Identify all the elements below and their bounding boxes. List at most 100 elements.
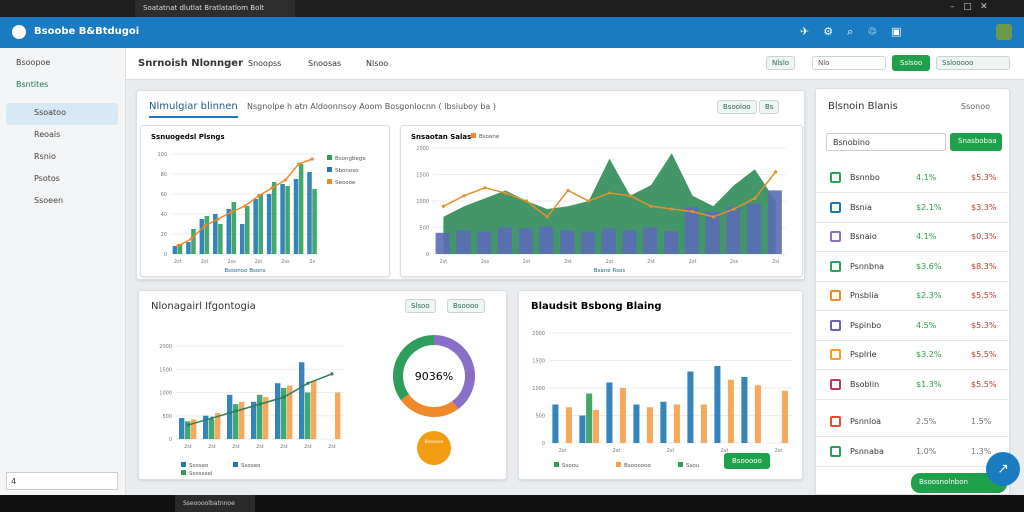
logo [12,25,26,39]
line-point [297,162,301,166]
button[interactable]: Bsoosnolnbon [911,473,1007,493]
dropdown[interactable]: Snoopss [248,59,282,68]
line-point [216,217,220,221]
x-tick-label: 2st [328,444,336,450]
avatar[interactable] [996,24,1012,40]
bar [204,216,210,254]
legend-swatch [616,462,621,467]
nav-item[interactable]: Rsnio [34,152,56,161]
select[interactable]: Nlo [812,56,886,70]
tab[interactable]: Soatatnat dlutlat Bratlatatlom Bolt [135,0,295,17]
y-tick-label: 500 [535,414,545,420]
button[interactable]: Sslooooo [936,56,1010,70]
panel-button[interactable]: Ssonoo [961,102,990,111]
list-row[interactable]: Pspinbo 4.5% $5.3% [816,311,1011,341]
bar [311,380,317,439]
line-point [310,157,314,161]
x-tick-label: 2st [304,444,312,450]
list-row[interactable]: Psplrle $3.2% $5.5% [816,340,1011,370]
bar [664,231,679,254]
button[interactable]: Snasbobaa [950,133,1002,151]
search-input[interactable]: Bsnobino [826,133,946,151]
legend-swatch [233,462,238,467]
list-row[interactable]: Bsnia $2.1% $3.3% [816,193,1011,223]
line-point [462,194,466,198]
chart-title: Blaudsit Bsbong Blaing [531,301,662,312]
row-icon [830,260,841,272]
legend-label: Seoooe [335,180,356,186]
dropdown[interactable]: Nlsoo [366,59,389,68]
legend-label: Ssoou [562,463,579,469]
bar [231,202,237,254]
bar [251,401,257,439]
button[interactable]: Nlslo [766,56,796,70]
row-name: Psnnbna [850,261,885,271]
legend-label: Bsoane [479,134,500,140]
tab[interactable]: Nlmulgiar blinnen [149,101,238,118]
bar [622,230,637,254]
row-change: 2.5% [916,417,937,426]
x-tick-label: 2st [440,259,448,265]
taskbar-app[interactable]: Sseoooolbatnnoe [175,495,255,512]
bar [643,227,658,254]
chart-card: Snsaotan Salas 0 500 1000 1500 2000 2st 2ss 2st 2… [400,125,803,277]
bar [552,404,559,443]
fab[interactable]: ↗ [986,452,1020,486]
nav-item[interactable]: Reoais [34,130,61,139]
row-change: 1.0% [916,446,937,456]
nav-item[interactable]: Ssoeen [34,196,64,205]
bar [660,401,667,443]
line-point [483,186,487,190]
line-point [524,199,529,203]
bar [179,418,185,439]
list-row[interactable]: Psnnbna $3.6% $8.3% [816,252,1011,282]
button[interactable]: Bsooloo [717,100,757,114]
list-row[interactable]: Bsnaio 4.1% $0.3% [816,222,1011,252]
line-point [270,186,274,190]
row-value: $8.3% [971,261,997,271]
nav-item[interactable]: Bsoopoe [16,58,51,67]
line-point [210,416,214,420]
list-row[interactable]: Pnsblia $2.3% $5.5% [816,281,1011,311]
subtitle: Nsgnolpe h atn Aldoonnsoy Aoom Bosgonloc… [247,102,496,111]
taskbar: Sseoooolbatnnoe [0,495,1024,512]
legend-swatch [554,462,559,467]
line-point [753,196,757,200]
nav-item[interactable]: Bsntites [16,80,49,89]
y-tick-label: 2000 [532,331,545,337]
list-row[interactable]: Psnnloa 2.5% 1.5% [816,407,1011,437]
bar [714,366,721,443]
line-point [258,402,262,406]
x-tick-label: 2st [256,444,264,450]
row-icon [830,231,841,242]
x-tick-label: 2ss [481,259,490,265]
y-tick-label: 80 [161,172,167,178]
row-name: Bsoblin [850,379,880,389]
x-tick-label: 2st [201,259,209,265]
nav-item[interactable]: Ssoatoo [34,108,66,117]
header-icons[interactable]: ✈⚙⌕♲▣ [800,25,916,38]
button[interactable]: Slsoo [405,299,436,313]
line-point [607,191,612,195]
button[interactable]: Sslsoo [892,55,931,71]
list-row[interactable]: Bsoblin $1.3% $5.5% [816,370,1011,400]
window-controls[interactable]: – □ ✕ [950,2,988,12]
button[interactable]: Bs [759,100,780,114]
y-tick-label: 1500 [416,173,429,179]
bar [285,186,290,254]
button[interactable]: Bsooooo [724,453,770,469]
bar [518,228,533,254]
row-change: 4.1% [916,173,937,182]
list-row[interactable]: Bsnnbo 4.1% $5.3% [816,163,1011,193]
bar [299,362,305,439]
search-box[interactable]: 4 [6,472,118,490]
nav-item[interactable]: Psotos [34,174,60,183]
list-row[interactable]: Psnnaba 1.0% 1.3% [816,437,1011,467]
dropdown[interactable]: Snoosas [308,59,342,68]
y-tick-label: 2000 [416,146,429,152]
bar [312,189,317,254]
line-point [545,215,549,219]
button[interactable]: Bsoooo [447,299,485,313]
x-tick-label: 2st [564,259,572,265]
